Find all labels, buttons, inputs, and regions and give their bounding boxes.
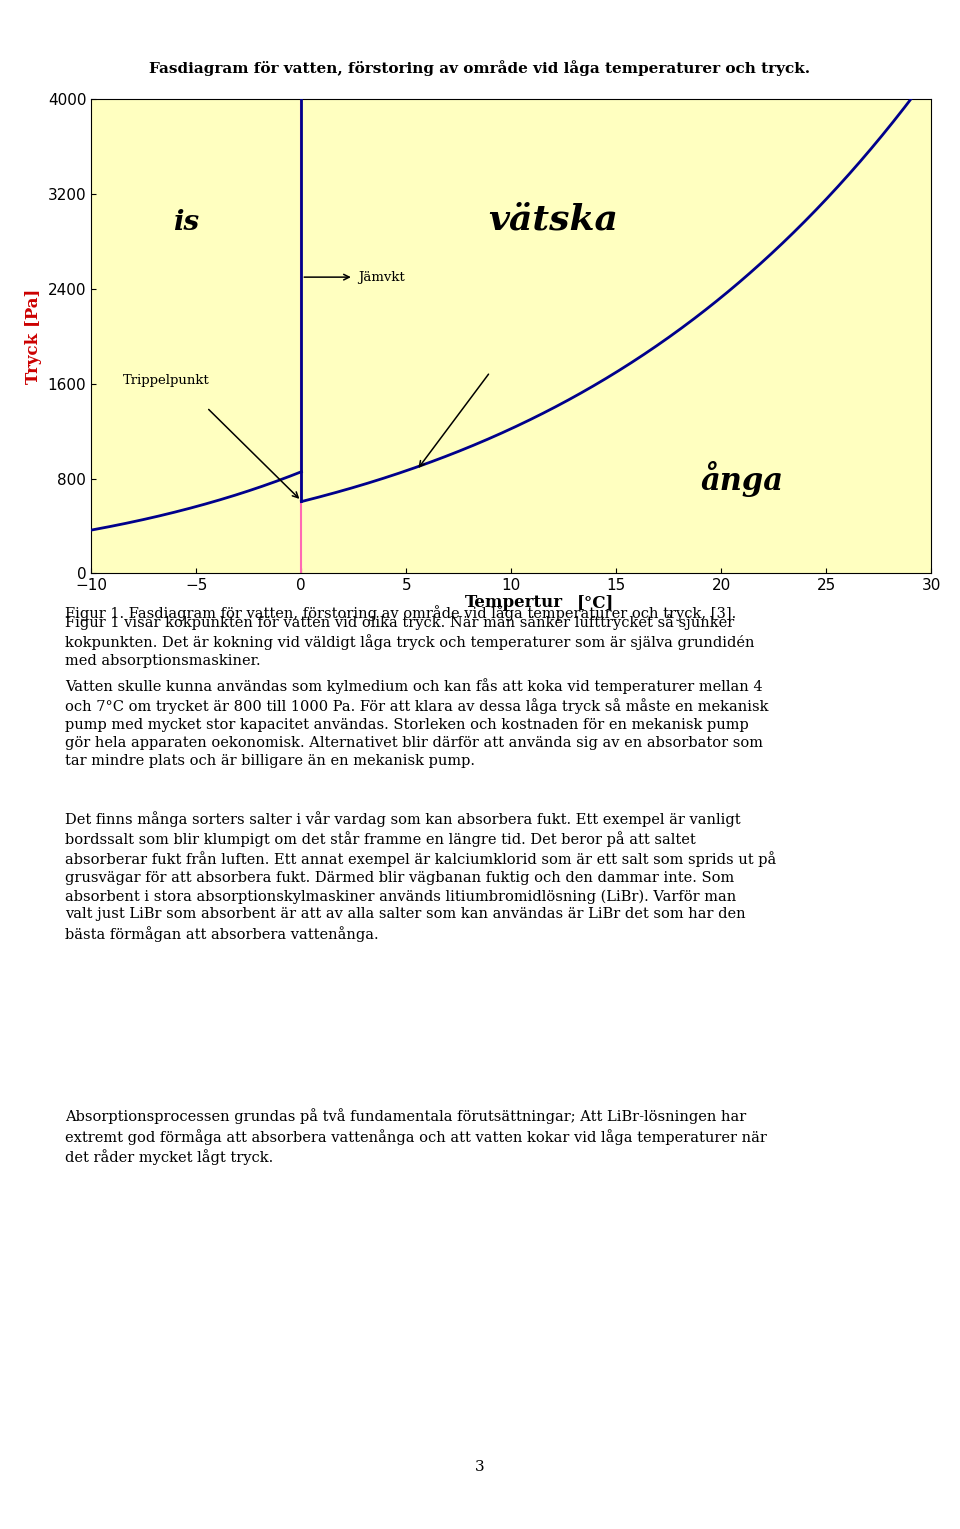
Text: [°C]: [°C]: [577, 593, 613, 612]
Text: Fasdiagram för vatten, förstoring av område vid låga temperaturer och tryck.: Fasdiagram för vatten, förstoring av omr…: [150, 61, 810, 76]
Text: Trippelpunkt: Trippelpunkt: [123, 373, 209, 387]
Text: Jämvkt: Jämvkt: [358, 271, 405, 284]
Text: ånga: ånga: [701, 462, 783, 497]
Text: Vatten skulle kunna användas som kylmedium och kan fås att koka vid temperaturer: Vatten skulle kunna användas som kylmedi…: [65, 677, 769, 768]
Text: Tempertur: Tempertur: [465, 593, 563, 612]
Text: Absorptionsprocessen grundas på två fundamentala förutsättningar; Att LiBr-lösni: Absorptionsprocessen grundas på två fund…: [65, 1109, 767, 1165]
Text: Figur 1. Fasdiagram för vatten, förstoring av område vid låga temperaturer och t: Figur 1. Fasdiagram för vatten, förstori…: [65, 605, 736, 621]
Text: is: is: [173, 209, 199, 235]
Text: vätska: vätska: [489, 203, 618, 237]
Text: 3: 3: [475, 1460, 485, 1474]
Y-axis label: Tryck [Pa]: Tryck [Pa]: [25, 289, 42, 384]
Text: Figur 1 visar kokpunkten för vatten vid olika tryck. När man sänker lufttrycket : Figur 1 visar kokpunkten för vatten vid …: [65, 615, 755, 668]
Text: Det finns många sorters salter i vår vardag som kan absorbera fukt. Ett exempel : Det finns många sorters salter i vår var…: [65, 810, 777, 942]
